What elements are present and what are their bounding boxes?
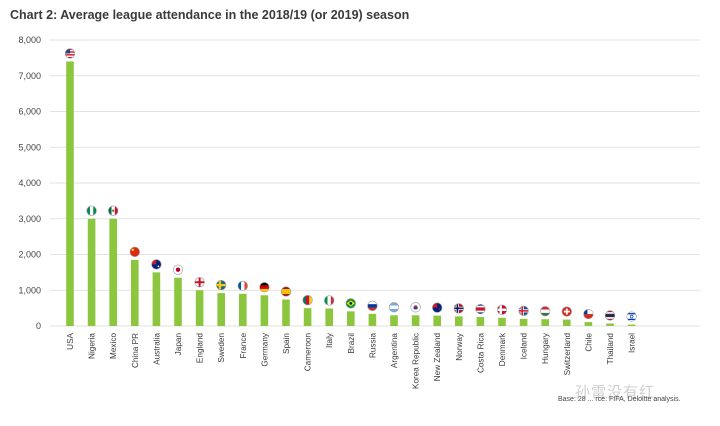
x-tick-label: Italy <box>325 332 334 348</box>
bar <box>563 319 571 326</box>
flag-korea-republic-icon <box>410 302 421 313</box>
x-tick-label: Germany <box>260 332 269 367</box>
x-tick-label: Mexico <box>109 333 118 359</box>
chart-title: Chart 2: Average league attendance in th… <box>10 8 410 22</box>
bar <box>303 308 312 326</box>
x-tick-label: Russia <box>368 333 377 358</box>
y-tick-label: 4,000 <box>18 178 41 188</box>
flag-cameroon-icon <box>302 295 313 306</box>
flag-iceland-icon <box>518 305 529 316</box>
x-tick-label: Switzerland <box>563 333 572 376</box>
x-tick-label: Japan <box>174 333 183 356</box>
flag-spain-icon <box>280 286 292 297</box>
bar <box>584 322 593 326</box>
x-tick-label: Argentina <box>390 333 399 368</box>
flag-thailand-icon <box>604 310 616 321</box>
bar <box>606 323 614 326</box>
flag-israel-icon <box>626 311 637 322</box>
x-tick-label: France <box>239 333 248 359</box>
flag-argentina-icon <box>388 302 400 313</box>
bar <box>260 295 269 326</box>
bar <box>541 319 549 326</box>
bar <box>498 317 506 326</box>
flag-germany-icon <box>259 282 270 293</box>
bar <box>368 313 377 326</box>
bar <box>411 315 420 326</box>
bar <box>66 61 74 326</box>
bar <box>325 308 333 326</box>
x-axis-labels: USA Nigeria Mexico China PR Australia Japan En… <box>66 332 637 389</box>
bar <box>152 272 161 326</box>
y-tick-label: 6,000 <box>18 107 41 117</box>
bar <box>627 324 636 326</box>
y-tick-label: 8,000 <box>18 35 41 45</box>
bar <box>87 218 96 326</box>
flag-nigeria-icon <box>86 205 97 216</box>
flag-russia-icon <box>367 300 378 311</box>
x-tick-label: Chile <box>584 333 593 352</box>
flag-switzerland-icon <box>561 306 572 317</box>
y-tick-label: 5,000 <box>18 142 41 152</box>
bar <box>519 318 528 326</box>
x-tick-label: Brazil <box>347 333 356 354</box>
x-tick-label: New Zealand <box>433 333 442 382</box>
bar <box>433 315 441 326</box>
x-tick-label: England <box>196 333 205 363</box>
y-tick-label: 2,000 <box>18 250 41 260</box>
bar <box>347 311 355 326</box>
x-tick-label: Thailand <box>606 333 615 365</box>
x-tick-label: Denmark <box>498 332 507 366</box>
y-tick-label: 3,000 <box>18 214 41 224</box>
flag-denmark-icon <box>496 304 508 315</box>
x-tick-label: Hungary <box>541 332 550 364</box>
bar <box>174 277 182 326</box>
bar <box>131 259 139 326</box>
bars <box>66 61 636 326</box>
x-tick-label: Israel <box>628 333 637 353</box>
gridlines <box>50 39 700 327</box>
bar <box>282 299 290 326</box>
bar <box>239 293 247 326</box>
y-axis-ticks: 0 1,000 2,000 3,000 4,000 5,000 6,000 7,000 8,00… <box>18 35 41 331</box>
flag-usa-icon <box>64 48 76 59</box>
y-tick-label: 7,000 <box>18 71 41 81</box>
x-tick-label: Cameroon <box>304 333 313 372</box>
x-tick-label: Iceland <box>520 333 529 360</box>
flag-mexico-icon <box>108 205 119 216</box>
x-tick-label: Sweden <box>217 333 226 363</box>
x-tick-label: Costa Rica <box>476 333 485 373</box>
y-tick-label: 0 <box>36 321 41 331</box>
x-tick-label: Korea Republic <box>412 333 421 389</box>
bar <box>455 316 463 326</box>
flag-italy-icon <box>324 295 335 306</box>
bar <box>109 218 117 326</box>
flag-hungary-icon <box>540 306 551 317</box>
watermark-text: 孙雷没有红 <box>575 383 656 401</box>
flag-china-icon <box>129 246 140 257</box>
flag-japan-icon <box>172 264 184 275</box>
flag-markers <box>64 48 637 322</box>
x-tick-label: Spain <box>282 333 291 354</box>
flag-brazil-icon <box>345 298 356 309</box>
flag-norway-icon <box>453 303 464 314</box>
x-tick-label: USA <box>66 332 75 349</box>
x-tick-label: Australia <box>152 333 161 365</box>
y-tick-label: 1,000 <box>18 285 41 295</box>
bar <box>476 317 485 326</box>
x-tick-label: China PR <box>131 333 140 368</box>
flag-sweden-icon <box>216 280 227 291</box>
flag-costa-rica-icon <box>475 303 486 315</box>
flag-new-zealand-icon <box>432 302 443 313</box>
flag-england-icon <box>194 277 205 288</box>
x-tick-label: Nigeria <box>88 333 97 359</box>
x-tick-label: Norway <box>455 332 464 361</box>
footnote: Base: 28 ... rce: FIFA, Deloitte analysi… <box>558 396 681 403</box>
flag-chile-icon <box>583 308 594 320</box>
bar <box>217 293 225 326</box>
bar <box>195 290 204 326</box>
flag-australia-icon <box>151 259 162 270</box>
flag-france-icon <box>237 280 248 291</box>
bar <box>390 315 398 326</box>
